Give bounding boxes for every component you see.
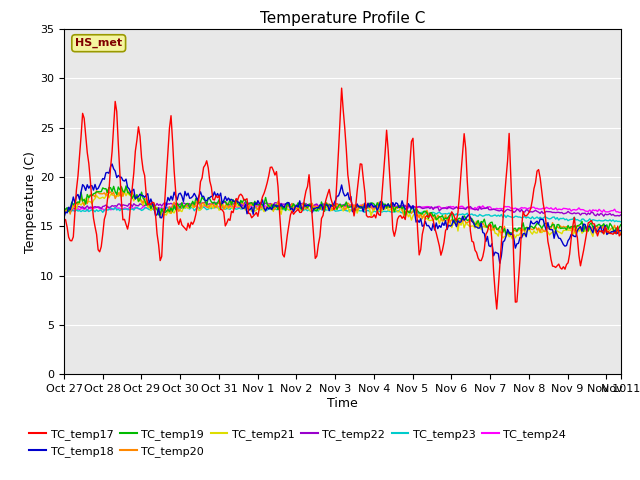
TC_temp24 xyxy=(244,204,252,209)
TC_temp24 xyxy=(588,209,595,215)
TC_temp17 xyxy=(60,216,68,222)
TC_temp21 xyxy=(589,234,596,240)
TC_temp22 xyxy=(255,202,263,208)
TC_temp17 xyxy=(338,85,346,91)
TC_temp22 xyxy=(600,213,607,219)
TC_temp18 xyxy=(617,228,625,234)
TC_temp22 xyxy=(242,199,250,204)
TC_temp18 xyxy=(130,186,138,192)
TC_temp17 xyxy=(244,210,252,216)
Line: TC_temp20: TC_temp20 xyxy=(64,186,621,235)
TC_temp19 xyxy=(228,202,236,208)
TC_temp24 xyxy=(617,209,625,215)
X-axis label: Time: Time xyxy=(327,397,358,410)
TC_temp23 xyxy=(255,206,263,212)
TC_temp20 xyxy=(118,183,125,189)
TC_temp21 xyxy=(508,236,516,241)
TC_temp23 xyxy=(228,205,236,211)
TC_temp20 xyxy=(617,230,625,236)
TC_temp21 xyxy=(305,207,313,213)
TC_temp21 xyxy=(228,205,236,211)
TC_temp23 xyxy=(212,204,220,210)
TC_temp20 xyxy=(130,194,138,200)
TC_temp22 xyxy=(617,212,625,218)
TC_temp22 xyxy=(588,209,595,215)
TC_temp21 xyxy=(60,212,68,217)
TC_temp20 xyxy=(589,227,596,232)
Line: TC_temp22: TC_temp22 xyxy=(64,202,621,216)
TC_temp24 xyxy=(226,204,234,209)
TC_temp21 xyxy=(130,198,138,204)
TC_temp18 xyxy=(60,215,68,220)
TC_temp24 xyxy=(285,202,292,207)
TC_temp21 xyxy=(255,207,263,213)
Y-axis label: Temperature (C): Temperature (C) xyxy=(24,151,37,252)
TC_temp22 xyxy=(226,202,234,208)
Title: Temperature Profile C: Temperature Profile C xyxy=(260,11,425,26)
TC_temp24 xyxy=(60,207,68,213)
TC_temp21 xyxy=(121,189,129,195)
TC_temp22 xyxy=(60,206,68,212)
TC_temp17 xyxy=(129,185,136,191)
Text: HS_met: HS_met xyxy=(75,38,122,48)
TC_temp21 xyxy=(246,205,254,211)
TC_temp22 xyxy=(305,202,313,207)
TC_temp20 xyxy=(246,201,254,206)
TC_temp18 xyxy=(108,161,116,167)
TC_temp18 xyxy=(255,201,263,206)
TC_temp21 xyxy=(617,231,625,237)
TC_temp18 xyxy=(496,261,504,266)
TC_temp20 xyxy=(60,208,68,214)
TC_temp23 xyxy=(305,206,313,212)
TC_temp23 xyxy=(246,206,254,212)
TC_temp19 xyxy=(246,200,254,206)
TC_temp19 xyxy=(502,232,510,238)
TC_temp19 xyxy=(122,183,130,189)
TC_temp23 xyxy=(129,206,136,212)
TC_temp20 xyxy=(255,203,263,208)
TC_temp19 xyxy=(60,206,68,212)
TC_temp24 xyxy=(254,203,262,209)
TC_temp24 xyxy=(305,203,313,209)
TC_temp19 xyxy=(130,192,138,198)
TC_temp18 xyxy=(246,206,254,212)
TC_temp24 xyxy=(129,205,136,211)
Line: TC_temp23: TC_temp23 xyxy=(64,207,621,222)
TC_temp17 xyxy=(254,214,262,219)
TC_temp20 xyxy=(305,203,313,208)
Line: TC_temp19: TC_temp19 xyxy=(64,186,621,235)
TC_temp18 xyxy=(589,230,596,236)
TC_temp20 xyxy=(506,232,513,238)
TC_temp20 xyxy=(228,199,236,204)
Line: TC_temp24: TC_temp24 xyxy=(64,204,621,213)
TC_temp23 xyxy=(588,218,595,224)
TC_temp17 xyxy=(589,221,596,227)
TC_temp19 xyxy=(617,222,625,228)
Line: TC_temp21: TC_temp21 xyxy=(64,192,621,239)
TC_temp19 xyxy=(589,224,596,230)
Legend: TC_temp17, TC_temp18, TC_temp19, TC_temp20, TC_temp21, TC_temp22, TC_temp23, TC_: TC_temp17, TC_temp18, TC_temp19, TC_temp… xyxy=(25,425,571,461)
TC_temp19 xyxy=(305,201,313,207)
TC_temp24 xyxy=(616,210,623,216)
TC_temp23 xyxy=(617,219,625,225)
TC_temp23 xyxy=(60,210,68,216)
TC_temp19 xyxy=(255,202,263,208)
TC_temp22 xyxy=(129,204,136,209)
TC_temp17 xyxy=(617,231,625,237)
TC_temp22 xyxy=(246,201,254,206)
TC_temp17 xyxy=(303,184,311,190)
TC_temp18 xyxy=(305,203,313,208)
Line: TC_temp17: TC_temp17 xyxy=(64,88,621,309)
TC_temp17 xyxy=(226,217,234,223)
TC_temp18 xyxy=(228,196,236,202)
TC_temp17 xyxy=(493,306,500,312)
Line: TC_temp18: TC_temp18 xyxy=(64,164,621,264)
